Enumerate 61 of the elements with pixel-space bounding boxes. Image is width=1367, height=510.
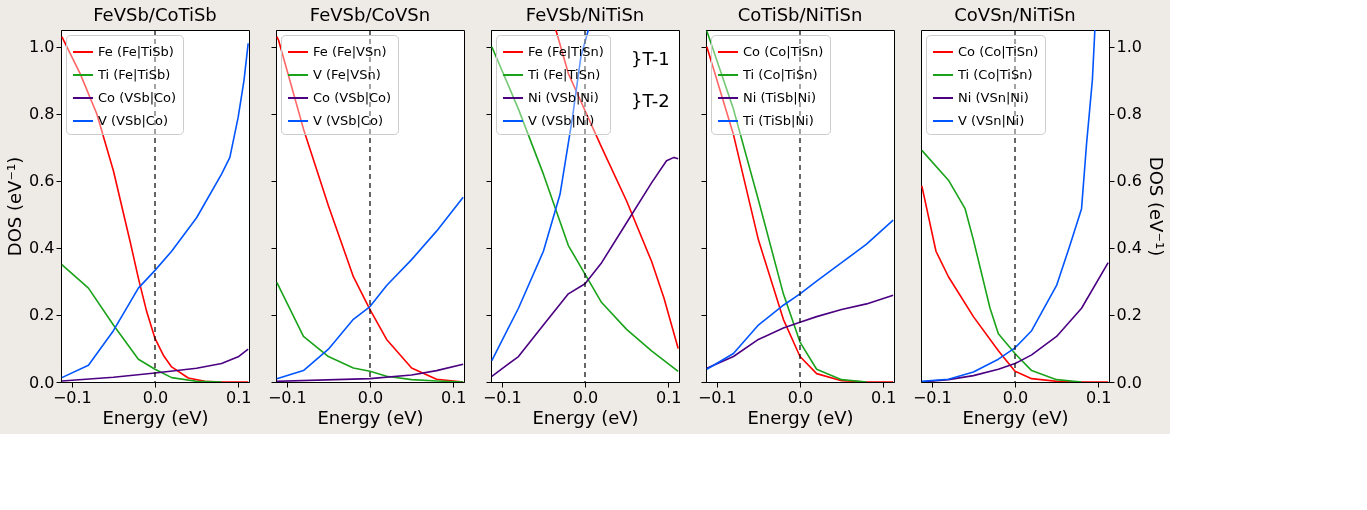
legend-label: Fe (Fe|TiSb) [98,44,174,59]
y-tick-label: 0.4 [29,238,55,258]
x-tick-label: 0.1 [440,387,467,407]
y2-tick-label: 0.8 [1116,104,1142,124]
legend-label: Ti (TiSb|Ni) [742,113,814,128]
line-series [921,30,1096,382]
legend-label: Ti (Co|TiSn) [742,67,818,82]
x-tick-label: 0.1 [225,387,252,407]
x-tick-label: 0.0 [357,387,384,407]
y2-tick-label: 0.6 [1116,171,1142,191]
y2-tick-label: 1.0 [1116,37,1142,57]
legend-label: V (Fe|VSn) [313,67,381,82]
legend-label: Co (VSb|Co) [98,90,177,105]
x-axis-title: Energy (eV) [747,406,854,428]
x-axis-title: Energy (eV) [962,406,1069,428]
chart-title: FeVSb/NiTiSn [525,4,645,26]
legend-label: Ni (VSb|Ni) [528,90,599,105]
x-tick-label: 0.1 [1085,387,1112,407]
legend-label: Ni (TiSb|Ni) [743,90,816,105]
x-tick-label: −0.1 [697,387,737,407]
annotation: }T-2 [631,90,670,111]
legend-label: Ti (Co|TiSn) [957,67,1033,82]
y-tick-label: 0.6 [29,171,55,191]
legend-label: Co (Co|TiSn) [743,44,824,59]
legend-label: Co (Co|TiSn) [958,44,1039,59]
x-tick-label: 0.1 [870,387,897,407]
chart-title: CoTiSb/NiTiSn [737,4,863,26]
annotation: }T-1 [631,48,670,69]
line-series [921,149,1083,382]
x-tick-label: 0.0 [142,387,169,407]
x-axis-title: Energy (eV) [532,406,639,428]
legend-label: V (VSb|Co) [98,113,168,128]
x-tick-label: −0.1 [912,387,952,407]
x-tick-label: 0.1 [655,387,682,407]
legend-label: Ti (Fe|TiSb) [97,67,171,82]
chart-title: CoVSn/NiTiSn [954,4,1076,26]
legend-label: V (VSn|Ni) [958,113,1025,128]
y-tick-label: 0.8 [29,104,55,124]
y2-tick-label: 0.4 [1116,238,1142,258]
legend-label: Ni (VSn|Ni) [958,90,1029,105]
y-tick-label: 0.2 [29,305,55,325]
x-tick-label: 0.0 [787,387,814,407]
y-tick-label: 0.0 [29,372,55,392]
x-tick-label: 0.0 [1002,387,1029,407]
legend-label: Fe (Fe|VSn) [313,44,387,59]
chart-title: FeVSb/CoTiSb [93,4,217,26]
x-axis-title: Energy (eV) [102,406,209,428]
y2-tick-label: 0.2 [1116,305,1142,325]
legend-label: V (VSb|Co) [313,113,383,128]
legend-label: Co (VSb|Co) [313,90,392,105]
y-tick-label: 1.0 [29,37,55,57]
x-tick-label: −0.1 [267,387,307,407]
line-series [61,263,223,382]
y2-axis-title: DOS (eV⁻¹) [1145,156,1167,257]
x-tick-label: 0.0 [572,387,599,407]
x-tick-label: −0.1 [482,387,522,407]
chart-title: FeVSb/CoVSn [309,4,431,26]
y-axis-title: DOS (eV⁻¹) [4,156,26,257]
x-axis-title: Energy (eV) [317,406,424,428]
x-tick-label: −0.1 [52,387,92,407]
y2-tick-label: 0.0 [1116,372,1142,392]
